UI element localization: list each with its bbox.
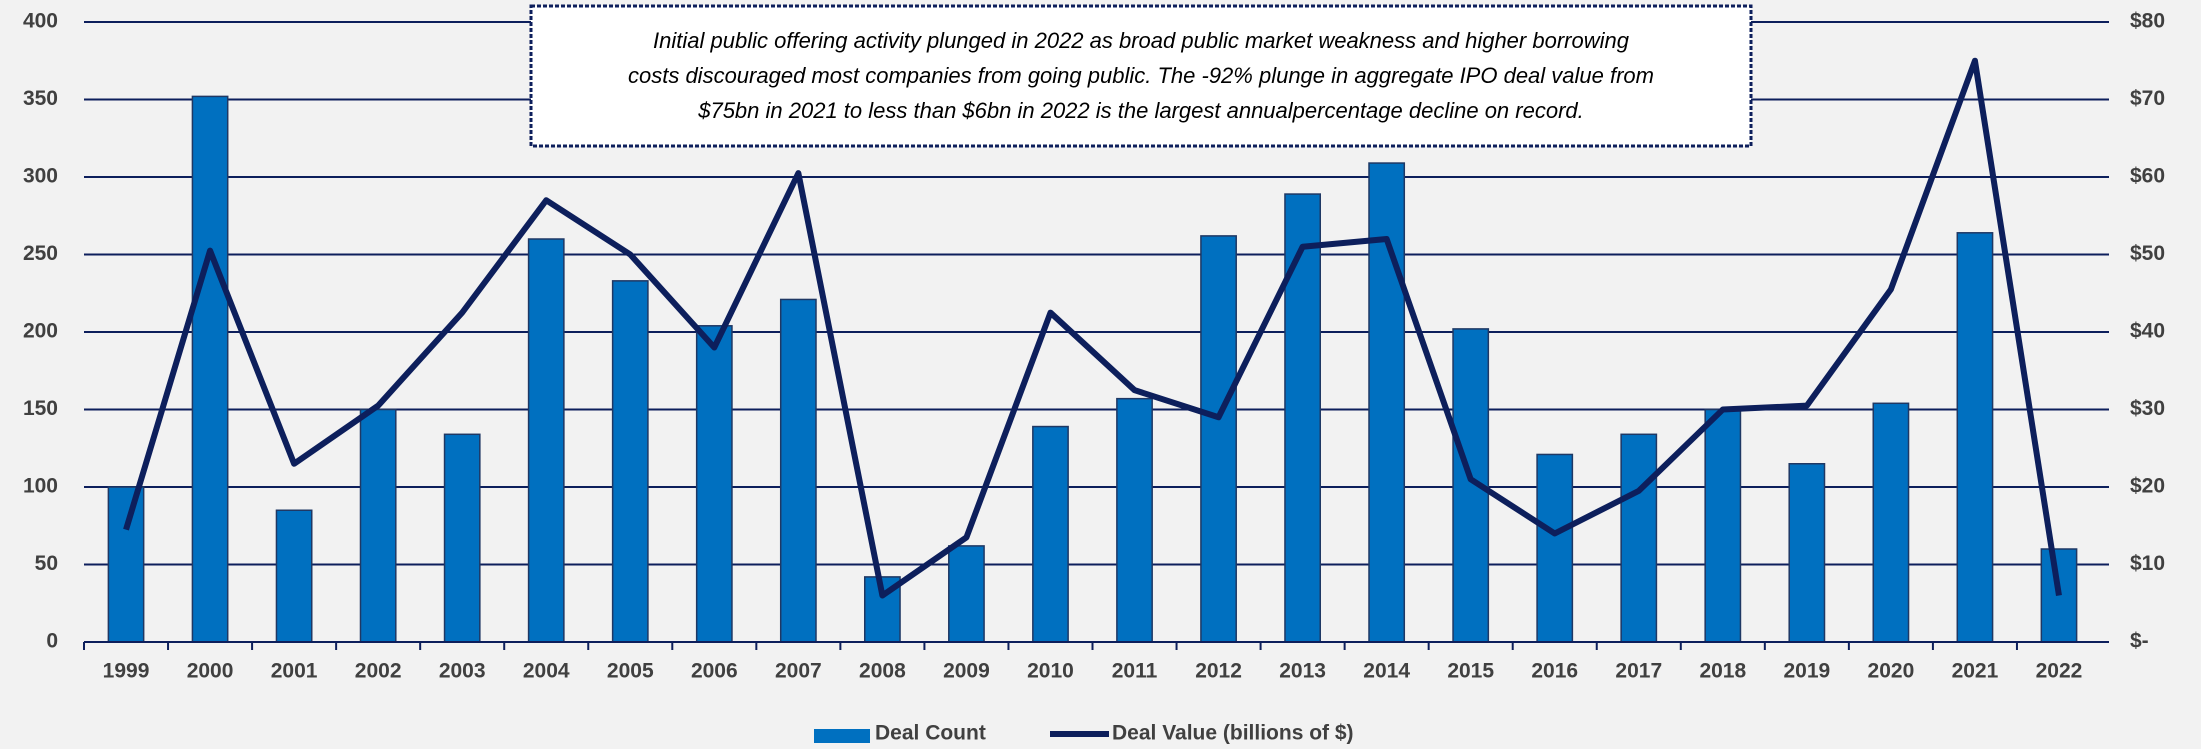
annotation-text: Initial public offering activity plunged… xyxy=(653,28,1630,53)
x-tick-label: 2004 xyxy=(523,660,570,683)
y-tick-label: 250 xyxy=(23,242,58,265)
x-tick-label: 1999 xyxy=(103,660,150,683)
annotation-text: costs discouraged most companies from go… xyxy=(628,63,1654,88)
y-tick-label: 50 xyxy=(35,552,58,575)
y2-tick-label: $80 xyxy=(2130,10,2165,33)
x-tick-label: 2015 xyxy=(1447,660,1494,683)
x-tick-label: 2014 xyxy=(1363,660,1410,683)
bar xyxy=(695,325,733,643)
y2-tick-label: $20 xyxy=(2130,475,2165,498)
y-tick-label: 100 xyxy=(23,475,58,498)
x-tick-label: 2001 xyxy=(271,660,318,683)
x-tick-label: 2005 xyxy=(607,660,654,683)
y2-tick-label: $40 xyxy=(2130,320,2165,343)
y2-tick-label: $70 xyxy=(2130,87,2165,110)
bar xyxy=(527,238,565,643)
bar xyxy=(1620,433,1658,643)
bar xyxy=(1872,402,1910,643)
y2-tick-label: $60 xyxy=(2130,165,2165,188)
bar xyxy=(611,280,649,643)
annotation-box xyxy=(529,4,1753,148)
bar xyxy=(1452,328,1490,643)
annotation-text: $75bn in 2021 to less than $6bn in 2022 … xyxy=(697,98,1584,123)
bar xyxy=(779,298,817,643)
bar xyxy=(1116,397,1153,643)
y2-tick-label: $- xyxy=(2130,630,2149,653)
y-tick-label: 200 xyxy=(23,320,58,343)
y-tick-label: 0 xyxy=(46,630,58,653)
legend-label: Deal Value (billions of $) xyxy=(1112,722,1354,745)
x-tick-label: 2016 xyxy=(1531,660,1578,683)
bar xyxy=(1536,453,1574,643)
x-tick-label: 2013 xyxy=(1279,660,1326,683)
y2-tick-label: $50 xyxy=(2130,242,2165,265)
x-tick-label: 2012 xyxy=(1195,660,1242,683)
legend-label: Deal Count xyxy=(875,722,986,745)
y2-tick-label: $30 xyxy=(2130,397,2165,420)
bar xyxy=(359,408,397,643)
x-tick-label: 2021 xyxy=(1952,660,1999,683)
bar xyxy=(948,545,985,643)
x-tick-label: 2003 xyxy=(439,660,486,683)
x-tick-label: 2010 xyxy=(1027,660,1074,683)
x-tick-label: 2000 xyxy=(187,660,234,683)
bar xyxy=(1200,235,1237,643)
x-tick-label: 2020 xyxy=(1868,660,1915,683)
bar xyxy=(1956,232,1994,643)
x-tick-label: 2022 xyxy=(2036,660,2083,683)
x-tick-label: 2009 xyxy=(943,660,990,683)
y-tick-label: 300 xyxy=(23,165,58,188)
bar xyxy=(191,95,229,643)
x-tick-label: 2002 xyxy=(355,660,402,683)
line xyxy=(123,57,2062,599)
x-tick-label: 2008 xyxy=(859,660,906,683)
bar xyxy=(443,433,481,643)
y-tick-label: 150 xyxy=(23,397,58,420)
bar xyxy=(275,509,313,643)
bar xyxy=(1704,408,1742,643)
y-tick-label: 350 xyxy=(23,87,58,110)
bar xyxy=(1032,425,1069,643)
bar xyxy=(1788,463,1826,643)
y2-tick-label: $10 xyxy=(2130,552,2165,575)
legend-swatch xyxy=(814,729,870,743)
x-tick-label: 2011 xyxy=(1112,660,1158,683)
x-tick-label: 2006 xyxy=(691,660,738,683)
bar xyxy=(1284,193,1322,643)
x-tick-label: 2019 xyxy=(1783,660,1830,683)
bar xyxy=(1368,162,1406,643)
bar xyxy=(107,486,145,643)
x-tick-label: 2007 xyxy=(775,660,822,683)
y-tick-label: 400 xyxy=(23,10,58,33)
x-tick-label: 2017 xyxy=(1615,660,1662,683)
x-tick-label: 2018 xyxy=(1699,660,1746,683)
